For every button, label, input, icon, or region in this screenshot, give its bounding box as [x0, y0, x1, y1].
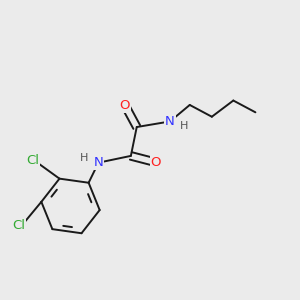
Text: N: N: [165, 115, 175, 128]
Text: Cl: Cl: [13, 220, 26, 232]
Text: N: N: [94, 156, 103, 169]
Text: O: O: [151, 156, 161, 169]
Text: Cl: Cl: [26, 154, 39, 167]
Text: H: H: [80, 153, 88, 163]
Text: O: O: [120, 99, 130, 112]
Text: H: H: [180, 121, 188, 131]
